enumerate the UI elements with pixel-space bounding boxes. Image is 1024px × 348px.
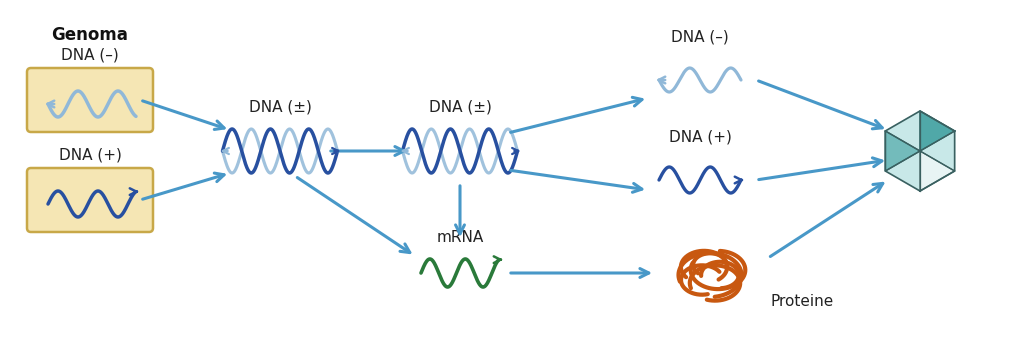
Text: DNA (–): DNA (–) bbox=[61, 47, 119, 62]
Text: DNA (±): DNA (±) bbox=[249, 99, 311, 114]
FancyBboxPatch shape bbox=[27, 168, 153, 232]
FancyBboxPatch shape bbox=[27, 68, 153, 132]
Text: DNA (+): DNA (+) bbox=[669, 129, 731, 144]
Text: DNA (+): DNA (+) bbox=[58, 147, 122, 162]
Text: DNA (–): DNA (–) bbox=[671, 29, 729, 44]
Polygon shape bbox=[920, 111, 954, 151]
Text: Proteine: Proteine bbox=[770, 294, 834, 309]
Text: DNA (±): DNA (±) bbox=[429, 99, 492, 114]
Text: mRNA: mRNA bbox=[436, 230, 483, 245]
Polygon shape bbox=[886, 131, 920, 171]
Polygon shape bbox=[886, 111, 954, 191]
Polygon shape bbox=[920, 151, 954, 191]
Text: Genoma: Genoma bbox=[51, 26, 128, 44]
